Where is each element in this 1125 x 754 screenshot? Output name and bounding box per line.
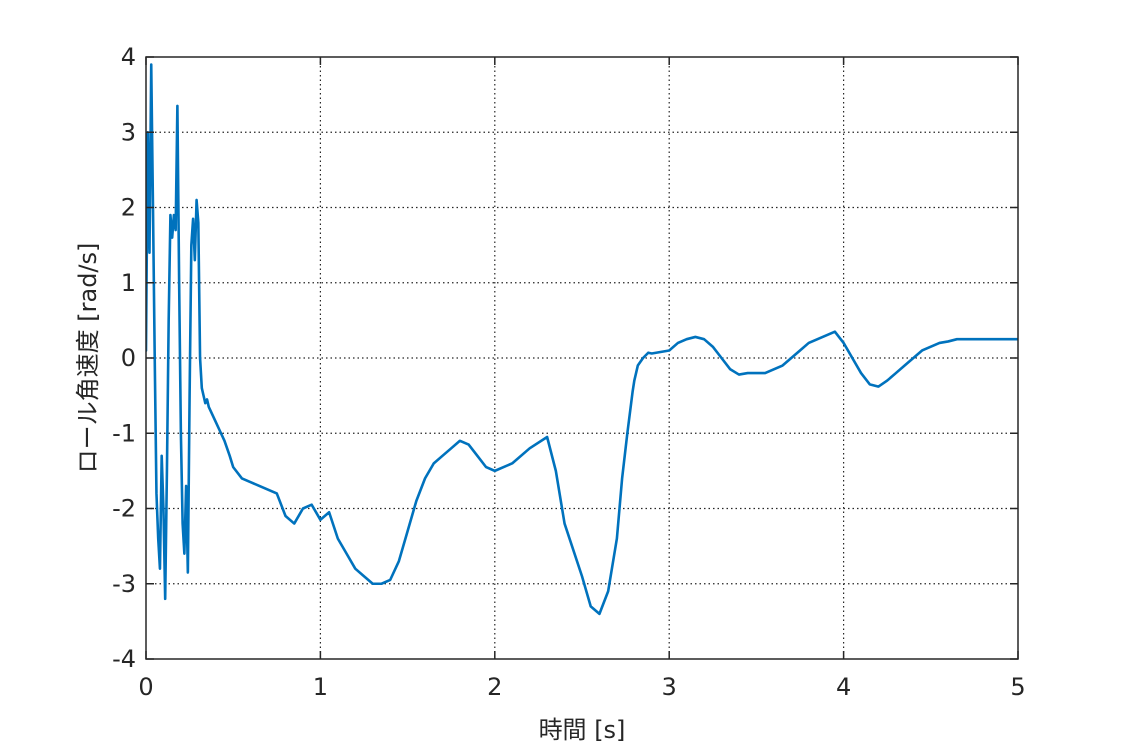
y-tick-label: -2: [112, 495, 136, 523]
x-tick-label: 3: [662, 673, 677, 701]
x-tick-label: 2: [487, 673, 502, 701]
y-tick-label: -1: [112, 419, 136, 447]
y-tick-label: 1: [121, 269, 136, 297]
y-tick-label: -3: [112, 570, 136, 598]
tick-layer: 0 1 2 3 4 5 -4 -3 -2 -1 0 1 2 3 4: [112, 43, 1026, 701]
y-axis-label: ロール角速度 [rad/s]: [74, 243, 102, 474]
x-axis-label: 時間 [s]: [539, 716, 626, 744]
y-tick-label: 3: [121, 118, 136, 146]
x-tick-label: 4: [836, 673, 851, 701]
y-tick-label: 2: [121, 194, 136, 222]
y-tick-label: 4: [121, 43, 136, 71]
x-tick-label: 1: [313, 673, 328, 701]
y-tick-label: -4: [112, 645, 136, 673]
series-line-0: [146, 63, 1018, 616]
y-tick-label: 0: [121, 344, 136, 372]
x-tick-label: 5: [1010, 673, 1025, 701]
x-tick-label: 0: [138, 673, 153, 701]
grid-layer: [146, 57, 1018, 659]
series-layer: [146, 63, 1018, 616]
